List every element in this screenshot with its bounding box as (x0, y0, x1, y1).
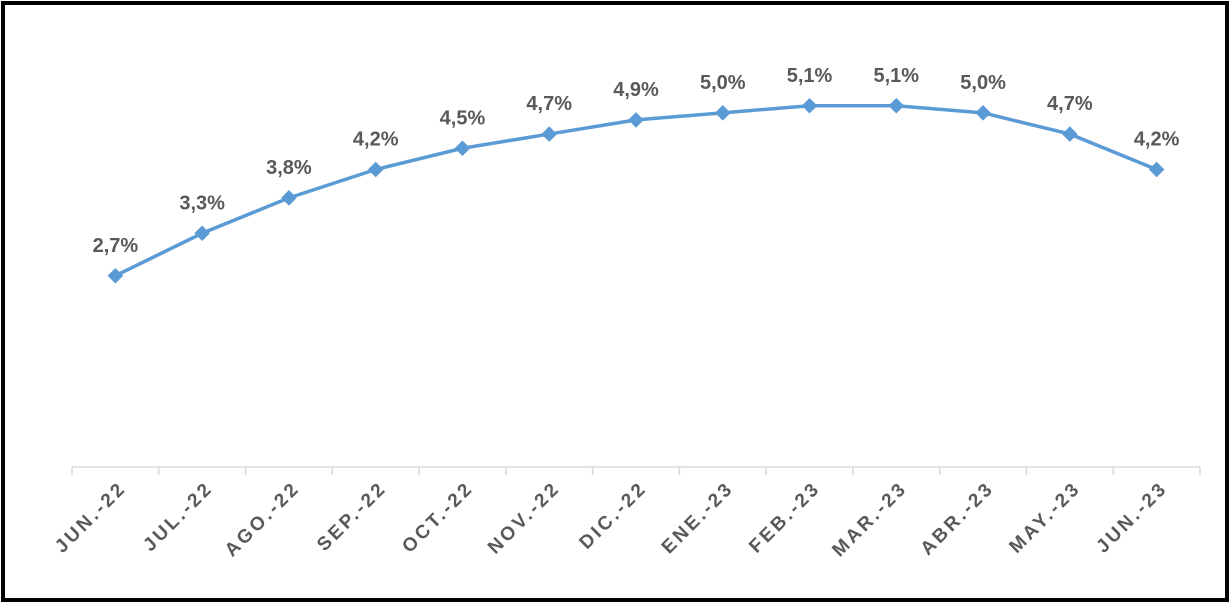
data-label: 4,7% (526, 93, 572, 115)
data-label: 5,1% (874, 65, 920, 87)
data-label: 3,3% (179, 192, 225, 214)
data-label: 4,7% (1047, 93, 1093, 115)
data-label: 4,2% (1134, 129, 1180, 151)
data-label: 4,2% (353, 129, 399, 151)
data-label: 5,1% (787, 65, 833, 87)
data-label: 4,9% (613, 79, 659, 101)
data-label: 2,7% (93, 235, 139, 257)
data-point (367, 161, 384, 178)
data-label: 4,5% (440, 107, 486, 129)
data-label: 3,8% (266, 157, 312, 179)
data-label: 5,0% (700, 72, 746, 94)
data-point (454, 140, 471, 157)
data-label: 5,0% (960, 72, 1006, 94)
data-point (281, 190, 297, 206)
data-point (541, 126, 558, 142)
data-point (194, 225, 210, 242)
data-point (1148, 161, 1165, 178)
data-point (1062, 126, 1078, 142)
